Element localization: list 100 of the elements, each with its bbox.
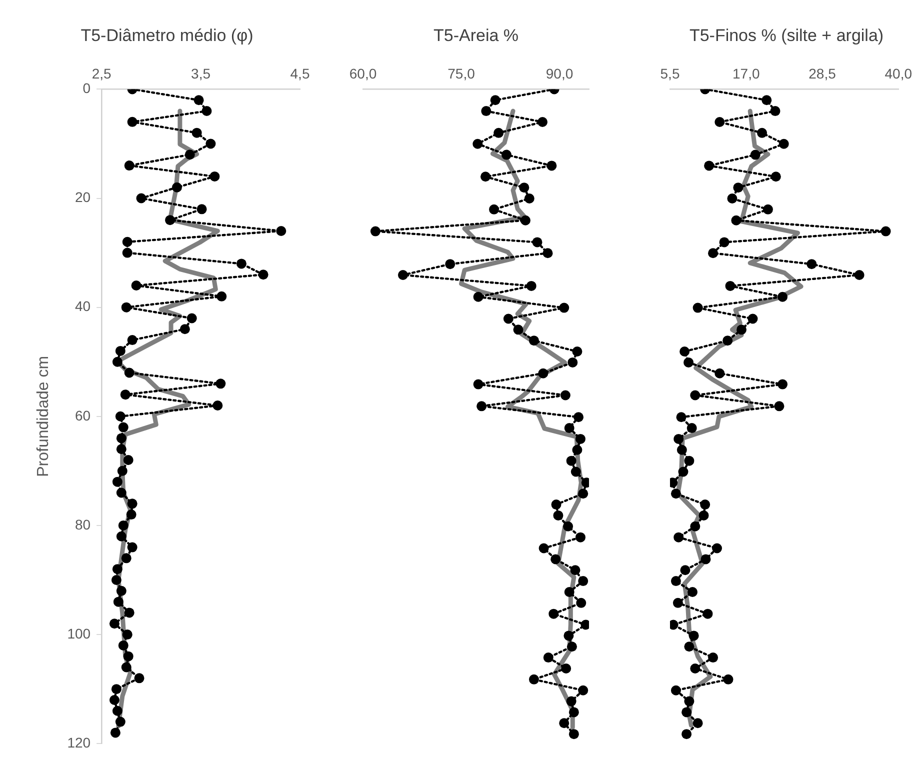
- point: [714, 368, 725, 378]
- point: [537, 116, 548, 127]
- point: [698, 510, 709, 520]
- point: [684, 642, 694, 652]
- point: [519, 182, 530, 193]
- point: [503, 314, 514, 324]
- point: [719, 237, 730, 248]
- point: [670, 685, 681, 696]
- point: [708, 652, 718, 663]
- point: [692, 302, 703, 313]
- y-axis-title: Profundidade cm: [35, 356, 52, 477]
- point: [570, 466, 581, 477]
- point: [564, 423, 574, 434]
- point: [550, 554, 561, 564]
- point: [672, 598, 683, 608]
- point: [688, 630, 699, 641]
- point: [563, 521, 574, 532]
- y-tick-label: 100: [67, 625, 91, 642]
- point: [575, 532, 586, 542]
- y-tick-label: 80: [74, 516, 91, 532]
- point: [723, 674, 734, 684]
- point: [481, 106, 492, 116]
- point: [528, 674, 539, 684]
- point: [778, 138, 789, 149]
- point: [566, 696, 576, 706]
- point: [690, 521, 700, 532]
- point: [566, 642, 577, 652]
- point: [524, 194, 534, 204]
- point: [473, 379, 484, 390]
- point: [564, 586, 574, 597]
- point: [670, 576, 681, 586]
- chart-title: T5-Finos % (silte + argila): [689, 26, 884, 45]
- point: [700, 500, 710, 510]
- point: [532, 237, 542, 248]
- point: [526, 280, 536, 291]
- point: [501, 150, 512, 160]
- x-tick-label: 5,5: [660, 66, 680, 82]
- point: [704, 160, 714, 171]
- point: [676, 444, 687, 455]
- point: [688, 586, 698, 597]
- point: [725, 280, 736, 291]
- point: [682, 729, 692, 740]
- point: [398, 270, 408, 280]
- point: [568, 729, 579, 740]
- y-tick-label: 20: [74, 189, 91, 206]
- point: [580, 620, 589, 630]
- point: [670, 488, 681, 499]
- point: [714, 116, 725, 127]
- x-tick-label: 40,0: [884, 66, 912, 82]
- point: [731, 215, 742, 226]
- point: [750, 150, 760, 160]
- point: [774, 401, 784, 412]
- point: [680, 565, 690, 576]
- x-tick-label: 2,5: [92, 66, 112, 82]
- point: [572, 444, 582, 455]
- point: [692, 718, 703, 728]
- point: [762, 95, 772, 106]
- point: [548, 608, 559, 619]
- point: [489, 204, 500, 214]
- point: [712, 543, 722, 554]
- point: [559, 718, 570, 728]
- point: [674, 532, 684, 542]
- x-tick-label: 60,0: [349, 66, 377, 82]
- point: [553, 510, 564, 520]
- point: [551, 500, 562, 510]
- x-tick-label: 3,5: [191, 66, 211, 82]
- point: [778, 379, 788, 390]
- point: [736, 324, 746, 335]
- point: [520, 215, 530, 226]
- point: [778, 292, 788, 302]
- point: [542, 248, 553, 258]
- point: [674, 434, 684, 444]
- point: [546, 160, 557, 171]
- point: [770, 106, 780, 116]
- point: [678, 466, 688, 477]
- point: [686, 423, 697, 434]
- point: [370, 226, 380, 236]
- point: [575, 434, 586, 444]
- point: [445, 259, 456, 270]
- point: [574, 412, 584, 422]
- point: [684, 357, 694, 368]
- point: [670, 620, 678, 630]
- point: [476, 401, 487, 412]
- point: [762, 204, 773, 214]
- point: [480, 172, 490, 182]
- point: [566, 456, 576, 466]
- point: [560, 390, 570, 400]
- point: [806, 259, 817, 270]
- point: [684, 696, 694, 706]
- point: [576, 598, 586, 608]
- chart-title: T5-Areia %: [433, 26, 519, 45]
- point: [494, 128, 504, 138]
- point: [690, 390, 700, 400]
- point: [702, 608, 713, 619]
- point: [682, 707, 692, 718]
- point: [676, 412, 686, 422]
- point: [543, 652, 554, 663]
- point: [561, 663, 572, 674]
- point: [733, 182, 744, 193]
- point: [568, 707, 579, 718]
